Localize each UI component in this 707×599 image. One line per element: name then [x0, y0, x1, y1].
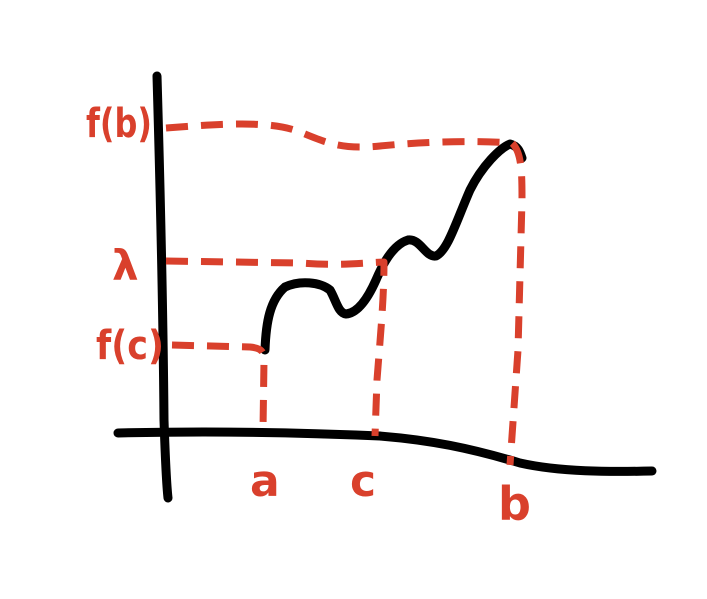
f-c-guide-line [171, 341, 268, 431]
lambda-guide-line [165, 257, 388, 437]
f-b-guide-line [165, 120, 526, 466]
label-f-c: f(c) [96, 323, 164, 369]
label-a: a [250, 456, 280, 507]
label-c: c [350, 456, 376, 507]
label-b: b [498, 477, 531, 531]
y-axis [152, 71, 173, 503]
x-axis [113, 427, 657, 476]
label-f-b: f(b) [86, 101, 152, 147]
label-lambda: λ [112, 241, 139, 290]
function-curve [260, 139, 527, 355]
